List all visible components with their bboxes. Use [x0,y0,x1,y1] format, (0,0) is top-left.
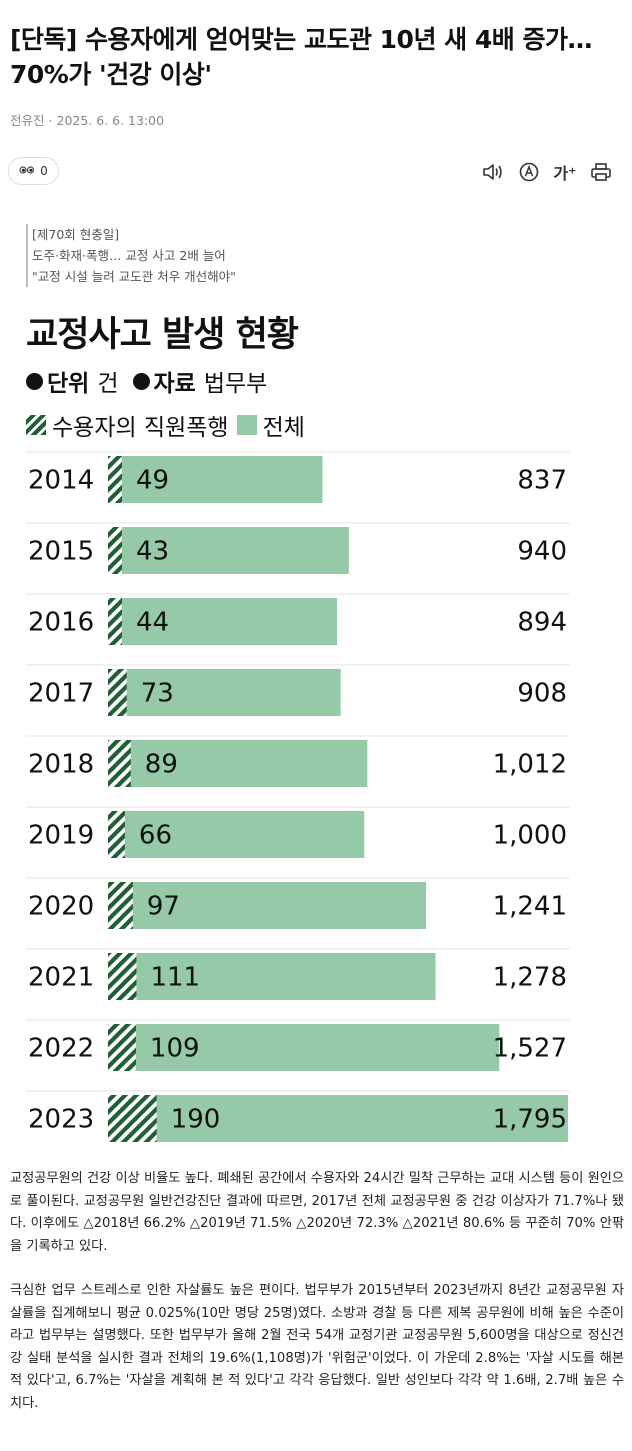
year-label: 2018 [28,750,94,780]
article-paragraph: 극심한 업무 스트레스로 인한 자살률도 높은 편이다. 법무부가 2015년부… [10,1283,624,1411]
font-size-icon[interactable]: 가⁺ [553,164,577,183]
year-label: 2021 [28,963,94,993]
violence-value-label: 73 [141,679,174,709]
bar-violence [108,1095,157,1142]
total-value-label: 894 [517,608,567,638]
total-value-label: 1,241 [493,892,567,922]
legend-swatch-total [236,415,257,435]
bar-violence [108,598,122,645]
article-body: 교정공무원의 건강 이상 비율도 높다. 폐쇄된 공간에서 수용자와 24시간 … [10,1168,624,1437]
year-label: 2016 [28,608,94,638]
legend-label-total: 전체 [262,415,305,441]
total-value-label: 908 [517,679,567,709]
year-label: 2014 [28,466,94,496]
year-label: 2023 [28,1105,94,1135]
bullet-icon [132,372,150,390]
view-count: 0 [40,164,48,178]
violence-value-label: 111 [150,963,200,993]
total-value-label: 1,000 [493,821,567,851]
bar-violence [108,527,122,574]
legend-label-violence: 수용자의 직원폭행 [52,415,229,441]
speaker-icon[interactable] [480,160,504,184]
violence-value-label: 44 [136,608,169,638]
unit-label: 단위 [47,371,90,397]
bar-violence [108,456,122,503]
print-icon[interactable] [589,160,613,184]
violence-value-label: 49 [136,466,169,496]
bar-total [108,598,338,645]
total-value-label: 940 [517,537,567,567]
total-value-label: 837 [517,466,567,496]
bar-total [108,1095,568,1142]
subhead-line: "교정 시설 늘려 교도관 처우 개선해야" [32,269,236,284]
violence-value-label: 66 [139,821,172,851]
total-value-label: 1,278 [493,963,567,993]
total-value-label: 1,527 [493,1034,567,1064]
bar-violence [108,740,131,787]
article-meta: 전유진 · 2025. 6. 6. 13:00 [10,113,165,128]
subhead-line: [제70회 현충일] [32,227,120,242]
bar-total [108,669,341,716]
bar-violence [108,811,125,858]
violence-value-label: 89 [145,750,178,780]
chart-title: 교정사고 발생 현황 [26,315,299,355]
bar-total [108,740,368,787]
year-label: 2020 [28,892,94,922]
bar-total [108,456,323,503]
view-count-button[interactable]: 0 [8,157,59,185]
violence-value-label: 109 [150,1034,200,1064]
year-label: 2015 [28,537,94,567]
bar-total [108,953,436,1000]
bar-total [108,1024,500,1071]
article-paragraph: 교정공무원의 건강 이상 비율도 높다. 폐쇄된 공간에서 수용자와 24시간 … [10,1171,624,1254]
bar-total [108,527,349,574]
total-value-label: 1,012 [493,750,567,780]
bar-total [108,811,365,858]
violence-value-label: 97 [147,892,180,922]
legend-swatch-violence [26,415,46,435]
article-headline: [단독] 수용자에게 얻어맞는 교도관 10년 새 4배 증가… 70%가 '건… [10,25,592,89]
eye-icon [19,164,35,178]
year-label: 2019 [28,821,94,851]
chart-unit-source: 단위 건 자료 법무부 [26,364,281,398]
unit-value: 건 [97,371,119,397]
bullet-icon [26,372,43,390]
author-name[interactable]: 전유진 [10,113,45,128]
publish-date: 2025. 6. 6. 13:00 [56,113,165,128]
translate-icon[interactable] [517,160,541,184]
bar-violence [108,669,127,716]
bar-violence [108,953,137,1000]
article-subheads: [제70회 현충일] 도주·화재·폭행… 교정 사고 2배 늘어 "교정 시설 … [26,224,236,287]
total-value-label: 1,795 [493,1105,567,1135]
bar-total [108,882,427,929]
chart-legend: 수용자의 직원폭행 전체 [26,408,305,442]
bar-chart: 2014 49 837 2015 43 940 2016 44 894 2017 73 908 2018… [26,451,570,1142]
violence-value-label: 43 [136,537,169,567]
violence-value-label: 190 [171,1105,221,1135]
bar-violence [108,1024,136,1071]
subhead-line: 도주·화재·폭행… 교정 사고 2배 늘어 [32,248,226,263]
source-value: 법무부 [203,371,268,397]
source-label: 자료 [153,371,196,397]
bar-violence [108,882,133,929]
year-label: 2022 [28,1034,94,1064]
year-label: 2017 [28,679,94,709]
